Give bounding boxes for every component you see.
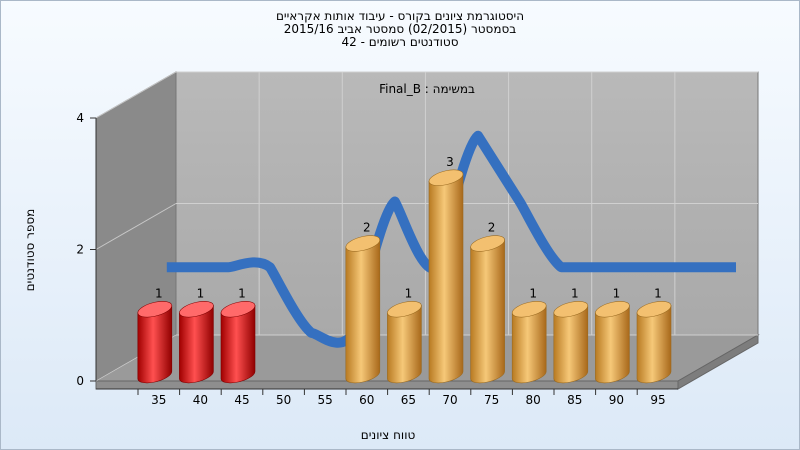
- bar-value-label: 1: [238, 286, 246, 300]
- bar-top: [345, 235, 381, 252]
- bar-top: [220, 301, 256, 318]
- y-tick-label: 4: [76, 111, 84, 125]
- x-tick-label: 70: [442, 393, 457, 407]
- x-tick-label: 95: [650, 393, 665, 407]
- task-label: במשימה : Final_B: [379, 82, 475, 96]
- chart-title: היסטוגרמת ציונים בקורס - עיבוד אותות אקר…: [275, 9, 525, 23]
- y-tick-label: 0: [76, 374, 84, 388]
- x-tick-label: 50: [276, 393, 291, 407]
- chart-student-count: סטודנטים רשומים - 42: [341, 35, 459, 49]
- y-tick-label: 2: [76, 243, 84, 257]
- x-axis-title: טווח ציונים: [360, 428, 416, 442]
- bar-85: 1: [553, 286, 589, 384]
- bar-body: [345, 239, 381, 384]
- bar-value-label: 3: [446, 155, 454, 169]
- bar-value-label: 2: [363, 221, 371, 235]
- bar-90: 1: [595, 286, 630, 384]
- bar-45: 1: [220, 286, 256, 384]
- bar-35: 1: [137, 286, 173, 384]
- x-axis: 35 40 45 50 55 60 65 70 75 80 85 90 95: [96, 388, 678, 407]
- x-tick-label: 80: [526, 393, 541, 407]
- bar-value-label: 1: [197, 286, 205, 300]
- bar-body: [179, 305, 214, 384]
- gridline-side: [95, 71, 177, 119]
- x-tick-label: 45: [234, 393, 249, 407]
- bar-top: [595, 301, 630, 318]
- bar-70: 3: [428, 155, 464, 384]
- gridline-side: [95, 203, 177, 250]
- y-axis-title: מספר סטודנטים: [23, 208, 37, 292]
- bar-body: [428, 173, 464, 384]
- bar-body: [511, 305, 547, 384]
- bar-body: [470, 239, 505, 384]
- bar-75: 2: [470, 221, 505, 384]
- bar-top: [511, 301, 547, 318]
- bar-body: [553, 305, 589, 384]
- bar-top: [387, 301, 422, 318]
- bar-top: [137, 301, 173, 318]
- bar-body: [595, 305, 630, 384]
- y-axis: 0 2 4: [76, 111, 97, 388]
- bar-top: [636, 301, 672, 318]
- bar-value-label: 1: [571, 286, 579, 300]
- bar-80: 1: [511, 286, 547, 384]
- bar-body: [137, 305, 173, 384]
- bar-40: 1: [179, 286, 214, 384]
- chart-subtitle: בסמסטר (02/2015) סמסטר אביב 2015/16: [283, 22, 517, 36]
- bar-body: [220, 305, 256, 384]
- bar-95: 1: [636, 286, 672, 384]
- bar-body: [636, 305, 672, 384]
- chart-title-block: היסטוגרמת ציונים בקורס - עיבוד אותות אקר…: [0, 10, 800, 49]
- bar-value-label: 1: [405, 286, 413, 300]
- x-tick-label: 35: [151, 393, 166, 407]
- x-tick-label: 85: [567, 393, 582, 407]
- bar-top: [553, 301, 589, 318]
- bar-65: 1: [387, 286, 422, 384]
- x-tick-label: 75: [484, 393, 499, 407]
- gridlines: [95, 71, 758, 382]
- right-edge: [677, 334, 759, 390]
- bar-value-label: 1: [654, 286, 662, 300]
- bar-body: [387, 305, 422, 384]
- bars: 1 1 1 2 1 3 2 1 1 1 1: [137, 155, 672, 384]
- bar-60: 2: [345, 221, 381, 384]
- x-tick-label: 90: [609, 393, 624, 407]
- bar-value-label: 1: [613, 286, 621, 300]
- bar-value-label: 1: [529, 286, 537, 300]
- bar-value-label: 2: [488, 221, 496, 235]
- bar-top: [470, 235, 505, 252]
- x-tick-label: 65: [401, 393, 416, 407]
- bar-top: [179, 301, 214, 318]
- x-tick-label: 40: [193, 393, 208, 407]
- bar-value-label: 1: [155, 286, 163, 300]
- x-tick-label: 55: [318, 393, 333, 407]
- x-tick-label: 60: [359, 393, 374, 407]
- bar-top: [428, 169, 464, 186]
